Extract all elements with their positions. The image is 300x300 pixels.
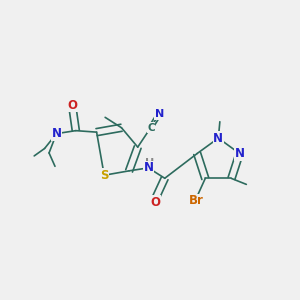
- Text: S: S: [100, 169, 109, 182]
- Text: N: N: [143, 161, 153, 174]
- Text: H: H: [145, 158, 154, 168]
- Text: N: N: [155, 110, 164, 119]
- Text: C: C: [147, 123, 155, 133]
- Text: N: N: [52, 127, 61, 140]
- Text: O: O: [68, 99, 78, 112]
- Text: Br: Br: [189, 194, 204, 207]
- Text: N: N: [235, 147, 244, 160]
- Text: N: N: [213, 132, 224, 145]
- Text: O: O: [151, 196, 161, 209]
